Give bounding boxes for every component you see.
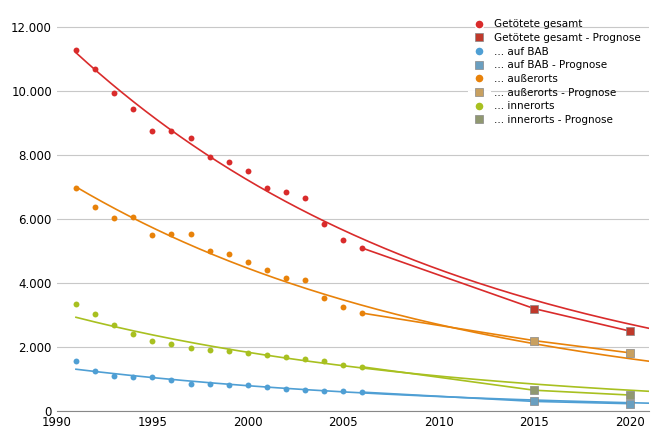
- Point: [357, 363, 368, 370]
- Point: [280, 385, 291, 392]
- Point: [185, 134, 196, 141]
- Point: [280, 353, 291, 360]
- Point: [185, 230, 196, 237]
- Point: [71, 358, 81, 365]
- Point: [90, 311, 100, 318]
- Point: [261, 184, 272, 191]
- Point: [338, 236, 348, 243]
- Point: [128, 106, 139, 113]
- Point: [224, 251, 234, 258]
- Point: [205, 248, 215, 255]
- Point: [529, 387, 540, 394]
- Point: [166, 341, 177, 348]
- Point: [185, 345, 196, 352]
- Point: [338, 304, 348, 311]
- Point: [261, 267, 272, 274]
- Point: [300, 355, 310, 362]
- Point: [357, 310, 368, 317]
- Point: [529, 398, 540, 405]
- Point: [166, 377, 177, 384]
- Point: [224, 159, 234, 166]
- Point: [319, 387, 329, 394]
- Point: [147, 231, 158, 238]
- Point: [280, 274, 291, 281]
- Point: [90, 203, 100, 210]
- Point: [261, 384, 272, 391]
- Point: [128, 374, 139, 381]
- Point: [357, 389, 368, 396]
- Point: [147, 337, 158, 344]
- Point: [90, 65, 100, 72]
- Point: [319, 358, 329, 365]
- Point: [319, 294, 329, 301]
- Point: [224, 347, 234, 354]
- Point: [109, 372, 119, 379]
- Point: [242, 349, 253, 356]
- Point: [166, 127, 177, 134]
- Point: [109, 215, 119, 222]
- Point: [261, 352, 272, 359]
- Point: [109, 89, 119, 96]
- Legend: Getötete gesamt, Getötete gesamt - Prognose, ... auf BAB, ... auf BAB - Prognose: Getötete gesamt, Getötete gesamt - Progn…: [466, 16, 644, 128]
- Point: [128, 330, 139, 337]
- Point: [529, 305, 540, 312]
- Point: [224, 381, 234, 389]
- Point: [242, 168, 253, 175]
- Point: [205, 381, 215, 388]
- Point: [300, 386, 310, 393]
- Point: [338, 361, 348, 368]
- Point: [71, 46, 81, 53]
- Point: [242, 259, 253, 266]
- Point: [338, 388, 348, 395]
- Point: [300, 276, 310, 283]
- Point: [624, 327, 635, 334]
- Point: [166, 231, 177, 238]
- Point: [242, 381, 253, 389]
- Point: [624, 392, 635, 399]
- Point: [71, 184, 81, 191]
- Point: [147, 374, 158, 381]
- Point: [319, 220, 329, 227]
- Point: [357, 245, 368, 252]
- Point: [185, 380, 196, 387]
- Point: [624, 400, 635, 407]
- Point: [71, 301, 81, 308]
- Point: [529, 337, 540, 344]
- Point: [624, 349, 635, 356]
- Point: [205, 153, 215, 160]
- Point: [109, 322, 119, 329]
- Point: [128, 214, 139, 221]
- Point: [147, 127, 158, 134]
- Point: [90, 367, 100, 374]
- Point: [300, 195, 310, 202]
- Point: [205, 347, 215, 354]
- Point: [280, 189, 291, 196]
